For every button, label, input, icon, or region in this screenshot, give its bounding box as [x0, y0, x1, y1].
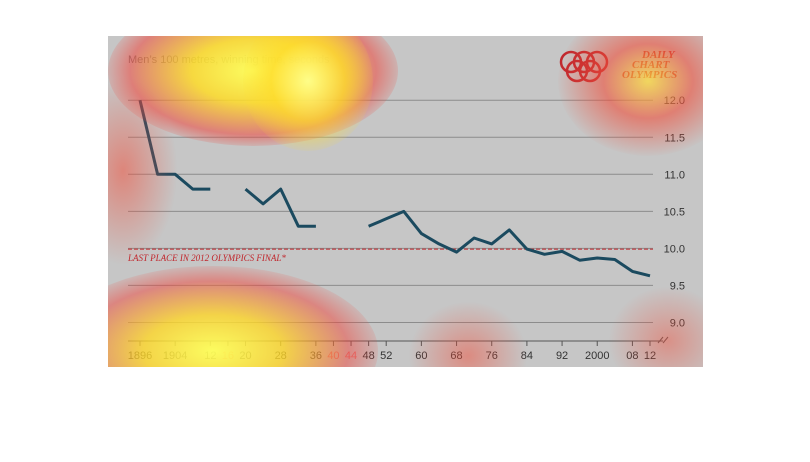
reference-line-label: LAST PLACE IN 2012 OLYMPICS FINAL*: [127, 253, 286, 263]
chart-panel: Men’s 100 metres, winning time, seconds …: [108, 36, 703, 367]
x-tick-label: 40: [327, 350, 339, 362]
olympic-rings-icon: [559, 50, 609, 83]
series-line-segment-1: [138, 99, 211, 191]
x-tick-label: 1896: [128, 350, 152, 362]
y-tick-label: 10.0: [664, 243, 685, 255]
x-tick-label: 2000: [585, 350, 609, 362]
x-tick-label: 92: [556, 350, 568, 362]
x-tick-label: 48: [362, 350, 374, 362]
axis-break-icon: [657, 336, 669, 344]
reference-line-group: LAST PLACE IN 2012 OLYMPICS FINAL*: [127, 248, 653, 263]
series-line-segment-3: [368, 209, 651, 278]
x-tick-label: 12: [204, 350, 216, 362]
x-tick-label: 12: [644, 350, 656, 362]
x-tick-label: 84: [521, 350, 533, 362]
x-tick-label: 16: [222, 350, 234, 362]
x-tick-label: 36: [310, 350, 322, 362]
logo-text-line-3: OLYMPICS: [622, 69, 677, 81]
line-chart: Men’s 100 metres, winning time, seconds …: [127, 49, 685, 362]
x-tick-label: 1904: [163, 350, 187, 362]
x-tick-label: 28: [275, 350, 287, 362]
series-line-segment-2: [244, 187, 316, 228]
x-axis: 1896 1904 12 16 20 28 36 40 44 48 52 60 68 76 84 92 2000…: [128, 336, 669, 362]
y-tick-label: 9.0: [670, 317, 685, 329]
x-tick-label: 20: [239, 350, 251, 362]
x-tick-label: 08: [626, 350, 638, 362]
x-tick-label: 68: [450, 350, 462, 362]
y-tick-label: 12.0: [664, 95, 685, 107]
y-tick-label: 11.0: [664, 169, 685, 181]
y-tick-label: 11.5: [664, 132, 685, 144]
x-tick-label: 44: [345, 350, 357, 362]
x-tick-label: 52: [380, 350, 392, 362]
y-tick-label: 9.5: [670, 280, 685, 292]
chart-title: Men’s 100 metres, winning time, seconds: [128, 54, 330, 66]
x-tick-label: 60: [415, 350, 427, 362]
olympic-logo: DAILY CHART OLYMPICS: [559, 49, 677, 83]
y-tick-label: 10.5: [664, 206, 685, 218]
gridlines: 9.0 9.5 10.0 10.5 11.0 11.5 12.0: [128, 95, 685, 329]
x-tick-label: 76: [486, 350, 498, 362]
